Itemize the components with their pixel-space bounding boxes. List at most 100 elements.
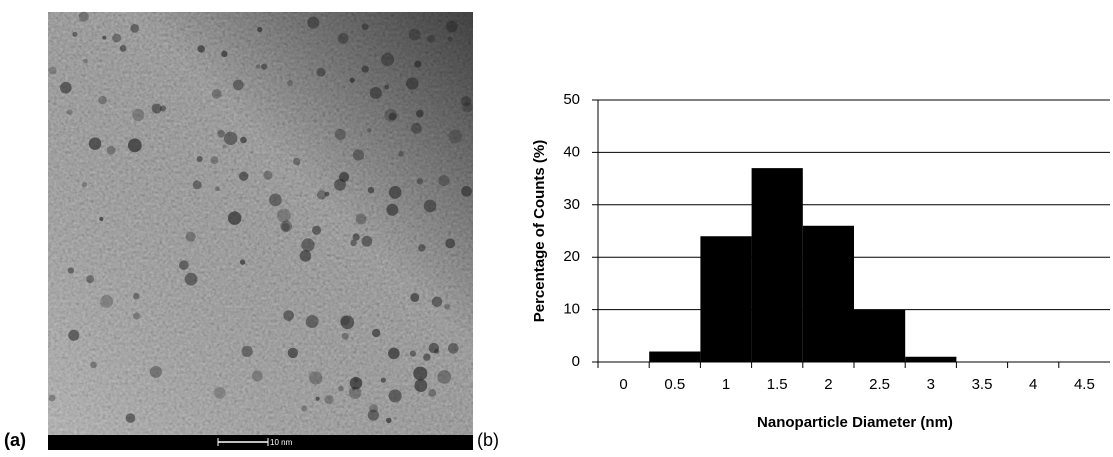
particle [384,84,390,90]
scale-bar-label: 10 nm [270,438,293,447]
x-tick-label: 1 [722,376,730,393]
x-tick-label: 2 [824,376,832,393]
particle [257,27,263,33]
bar [751,168,803,362]
particle [369,404,379,413]
particle [90,361,97,369]
x-tick-label: 4.5 [1074,376,1095,393]
particle [299,250,312,262]
particle [409,350,416,357]
particle [222,144,227,149]
x-tick-label: 0.5 [664,376,685,393]
particle [78,11,89,22]
particle [380,52,395,67]
particle [149,365,162,378]
particle [408,28,421,41]
particle [192,180,202,190]
particle [269,193,282,207]
particle [102,35,107,40]
particle [338,385,344,392]
particle [251,370,263,382]
particle [66,109,73,116]
particle [210,156,219,165]
particle [349,77,355,83]
particle [386,417,392,424]
particle [232,79,244,91]
particle [316,67,326,77]
particle [413,366,428,381]
particle [324,395,334,405]
particle [340,315,355,330]
particle [309,371,323,385]
y-axis-title: Percentage of Counts (%) [531,140,548,323]
particle [305,315,319,329]
particle [414,60,422,68]
particle [72,31,78,37]
particle [88,137,102,150]
particle [386,203,399,216]
particle [448,129,463,144]
particle [384,108,398,122]
particle [338,171,350,183]
particle [127,138,142,153]
particle [281,223,290,232]
particle [81,182,88,188]
particle [276,208,291,223]
particle [462,102,473,113]
particle [241,345,253,358]
particle [380,377,386,383]
particle [197,45,205,53]
particle [67,267,75,274]
particle [445,238,456,249]
panel-label: (b) [477,430,499,450]
particle [349,376,363,390]
particle [255,64,261,69]
y-tick-label: 30 [563,196,580,213]
particle [211,88,222,99]
particle [283,310,294,321]
particle [410,292,420,302]
particle [227,211,242,225]
particle [427,34,435,43]
bar [854,309,906,362]
particle [130,24,140,33]
x-tick-label: 3 [927,376,935,393]
particle [415,109,424,118]
particle [263,170,273,180]
particle [388,347,400,360]
particle [179,260,189,270]
x-tick-label: 1.5 [767,376,788,393]
particle [423,353,431,361]
particle [388,186,402,199]
particle [86,275,95,284]
particle [287,347,298,359]
x-tick-label: 2.5 [869,376,890,393]
particle [341,332,349,340]
particle [133,292,140,300]
particle [367,409,379,421]
particle [125,413,136,423]
particle [301,238,315,252]
particle [48,66,57,75]
particle [448,343,459,354]
x-tick-label: 0 [619,376,627,393]
bar [905,356,957,362]
particle [185,231,196,242]
tem-image [48,11,473,435]
particle [217,129,225,138]
particle [423,199,437,213]
particle [196,156,203,163]
particle [324,191,330,197]
particle [280,220,292,233]
particle [414,379,428,393]
particle [133,312,141,320]
particle [100,294,113,308]
particle [337,32,349,44]
particle [311,225,322,235]
y-tick-label: 10 [563,301,580,318]
particle [287,79,294,87]
particle [99,217,104,222]
particle [352,149,365,161]
particle [307,16,320,29]
